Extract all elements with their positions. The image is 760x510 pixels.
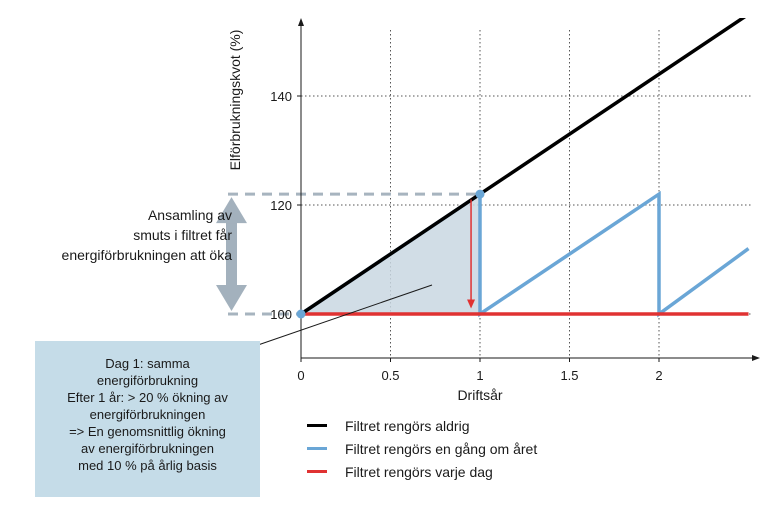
y-tick-label: 140 <box>270 89 292 104</box>
legend-item-never: Filtret rengörs aldrig <box>307 414 537 437</box>
y-tick-label: 120 <box>270 198 292 213</box>
legend-swatch-blue <box>307 447 327 450</box>
y-axis-title: Elförbrukningskvot (%) <box>227 30 243 171</box>
x-axis-title: Driftsår <box>457 387 502 403</box>
drop-arrow-head <box>467 299 476 309</box>
legend-label: Filtret rengörs en gång om året <box>345 440 538 457</box>
legend-swatch-red <box>307 470 327 473</box>
side-arrow-head-up <box>216 197 247 224</box>
x-tick-label: 2 <box>655 368 662 383</box>
marks-group <box>296 189 485 319</box>
side-note: Ansamling av smuts i filtret får energif… <box>0 205 232 265</box>
x-tick-label: 0 <box>297 368 304 383</box>
x-tick-label: 1.5 <box>560 368 578 383</box>
side-note-line: energiförbrukningen att öka <box>61 247 232 263</box>
callout-box: Dag 1: samma energiförbrukning Efter 1 å… <box>35 341 260 497</box>
legend-label: Filtret rengörs aldrig <box>345 417 470 434</box>
side-arrow-shaft <box>226 221 237 287</box>
callout-pointer <box>257 284 433 346</box>
legend-label: Filtret rengörs varje dag <box>345 463 493 480</box>
callout-line: Dag 1: samma <box>105 356 190 371</box>
y-axis-arrowhead <box>298 18 304 26</box>
legend: Filtret rengörs aldrig Filtret rengörs e… <box>307 414 537 483</box>
side-arrow-group <box>216 197 247 311</box>
peak-point <box>475 189 485 199</box>
x-tick-label: 0.5 <box>381 368 399 383</box>
start-point <box>296 309 306 319</box>
legend-item-daily: Filtret rengörs varje dag <box>307 460 537 483</box>
callout-line: => En genomsnittlig ökning <box>69 424 226 439</box>
axes <box>297 18 760 362</box>
side-note-line: Ansamling av <box>147 207 232 223</box>
callout-line: Efter 1 år: > 20 % ökning av <box>67 390 228 405</box>
callout-line: med 10 % på årlig basis <box>78 458 217 473</box>
series-never-cleaned <box>301 18 747 316</box>
legend-item-yearly: Filtret rengörs en gång om året <box>307 437 537 460</box>
callout-line: energiförbrukningen <box>89 407 206 422</box>
x-axis-arrowhead <box>752 355 760 361</box>
side-arrow-head-down <box>216 285 247 311</box>
tick-labels: 100 120 140 0 0.5 1 1.5 2 <box>270 89 662 383</box>
series-group <box>301 18 750 318</box>
x-tick-label: 1 <box>476 368 483 383</box>
legend-swatch-black <box>307 424 327 427</box>
callout-line: av energiförbrukningen <box>81 441 214 456</box>
y-tick-label: 100 <box>270 307 292 322</box>
callout-line: energiförbrukning <box>96 373 199 388</box>
side-note-line: smuts i filtret får <box>133 227 232 243</box>
